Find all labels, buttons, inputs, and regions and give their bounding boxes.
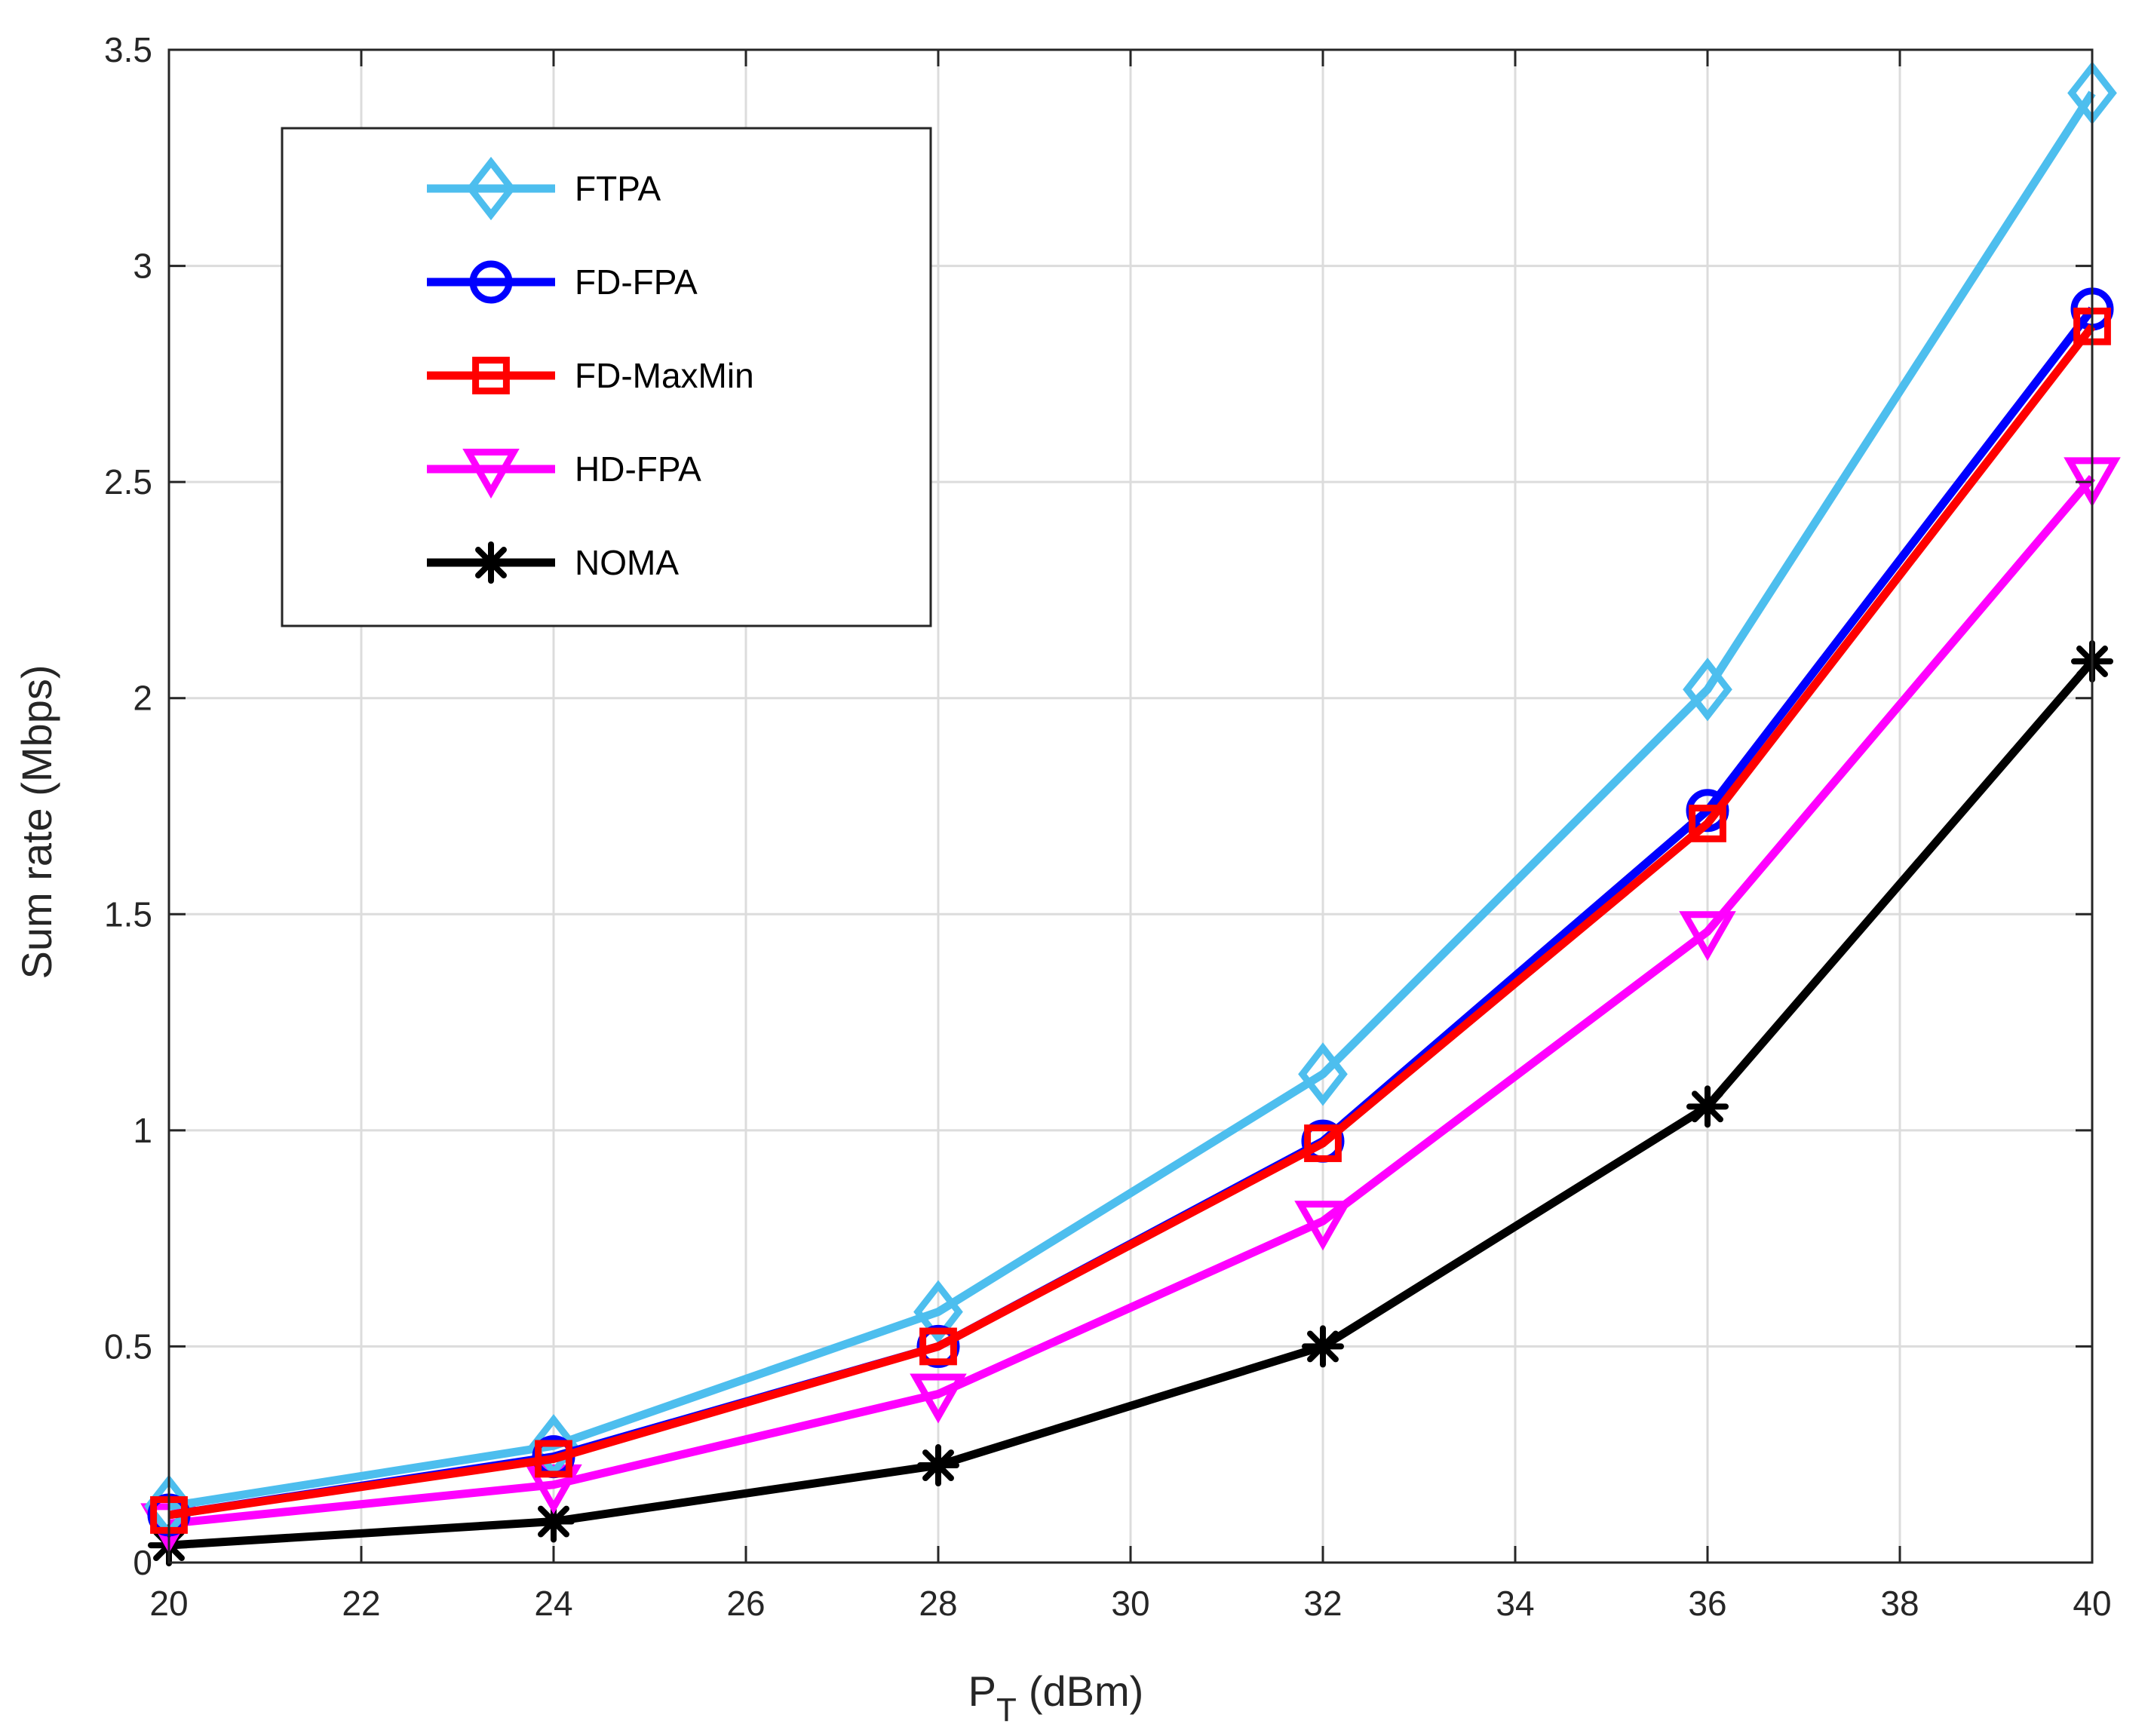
x-tick-label: 20: [149, 1584, 188, 1623]
y-tick-label: 3: [133, 247, 152, 286]
data-point-marker: [535, 1440, 572, 1478]
y-tick-label: 3.5: [104, 30, 152, 69]
x-tick-label: 34: [1496, 1584, 1534, 1623]
x-tick-label: 36: [1688, 1584, 1726, 1623]
data-point-marker: [913, 1280, 963, 1344]
axis-ticks: [167, 48, 2094, 1564]
y-axis-label: Sum rate (Mbps): [13, 665, 60, 980]
data-point-marker: [1298, 1042, 1348, 1106]
legend-label: FD-MaxMin: [575, 356, 754, 395]
series-line: [168, 90, 2096, 1511]
data-point-marker-core: [547, 1514, 560, 1529]
x-tick-label: 26: [726, 1584, 765, 1623]
x-tick-label: 40: [2073, 1584, 2111, 1623]
data-point-marker-core: [931, 1458, 945, 1473]
x-tick-label: 30: [1111, 1584, 1149, 1623]
series-line: [168, 474, 2096, 1528]
y-tick-label: 0: [133, 1543, 152, 1582]
legend-label: FD-FPA: [575, 262, 698, 302]
series-layer: [140, 61, 2121, 1567]
x-tick-label: 28: [919, 1584, 957, 1623]
x-axis-label-unit: (dBm): [1029, 1667, 1143, 1715]
x-tick-label: 32: [1303, 1584, 1342, 1623]
x-tick-label: 24: [534, 1584, 572, 1623]
legend-item-ftpa: FTPA: [427, 156, 661, 221]
series-line: [168, 658, 2096, 1550]
y-tick-label: 1: [133, 1111, 152, 1150]
data-point-marker: [1679, 911, 1736, 962]
data-point-marker-core: [1316, 1339, 1330, 1354]
y-tick-label: 1.5: [104, 894, 152, 934]
legend: FTPA FD-FPA FD-MaxMin HD-FPA NOMA: [281, 127, 932, 627]
y-tick-label: 0.5: [104, 1327, 152, 1366]
legend-label: FTPA: [575, 169, 661, 208]
x-axis-label-subscript: T: [996, 1692, 1017, 1728]
legend-box: [281, 127, 932, 627]
legend-swatch-marker: [470, 541, 512, 584]
data-point-marker: [1302, 1325, 1344, 1368]
data-point-marker: [910, 1373, 967, 1424]
legend-item-noma: NOMA: [427, 541, 679, 584]
legend-swatch-marker: [466, 156, 516, 221]
x-axis-label: PT (dBm): [968, 1667, 1144, 1728]
legend-item-fd-fpa: FD-FPA: [427, 260, 698, 304]
y-tick-label: 2: [133, 679, 152, 718]
legend-item-hd-fpa: HD-FPA: [427, 449, 701, 499]
data-point-marker: [919, 1327, 957, 1366]
legend-items: FTPA FD-FPA FD-MaxMin HD-FPA NOMA: [427, 156, 754, 584]
legend-swatch-marker-core: [484, 556, 498, 569]
data-point-marker: [1686, 1085, 1729, 1128]
x-tick-label: 38: [1880, 1584, 1919, 1623]
y-tick-label: 2.5: [104, 462, 152, 501]
data-point-marker: [1689, 805, 1726, 842]
legend-label: NOMA: [575, 543, 679, 582]
data-point-marker: [1294, 1201, 1352, 1251]
data-point-marker-core: [1701, 1100, 1714, 1114]
data-point-marker: [917, 1444, 959, 1487]
y-tick-labels: 0 0.5 1 1.5 2 2.5 3 3.5: [104, 30, 152, 1582]
legend-swatch-marker: [469, 260, 513, 304]
legend-swatch-marker: [472, 357, 510, 394]
legend-label: HD-FPA: [575, 449, 701, 489]
x-axis-label-main: P: [968, 1667, 996, 1715]
x-tick-labels: 20 22 24 26 28 30 32 34 36 38 40: [149, 1584, 2111, 1623]
data-point-marker: [1683, 658, 1732, 722]
data-point-marker: [1304, 1124, 1342, 1162]
legend-item-fd-maxmin: FD-MaxMin: [427, 356, 754, 395]
x-tick-label: 22: [342, 1584, 380, 1623]
series-line: [168, 324, 2096, 1520]
legend-swatch-marker: [462, 449, 520, 499]
